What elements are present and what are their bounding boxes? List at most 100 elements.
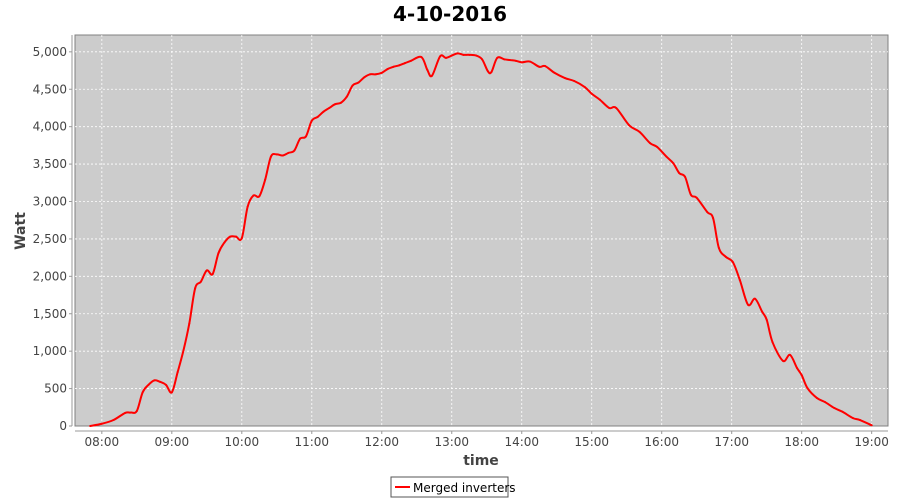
data-point (229, 235, 232, 238)
x-tick-label: 09:00 (155, 435, 190, 449)
y-axis: 0 500 1,000 1,500 2,000 2,500 3,000 3,500 4,000 4… (33, 35, 73, 433)
data-point (420, 56, 423, 59)
x-tick-label: 12:00 (364, 435, 399, 449)
data-point (490, 71, 493, 74)
legend-box (390, 476, 509, 498)
y-tick-label: 500 (44, 382, 67, 396)
data-point (528, 60, 531, 63)
data-point (712, 216, 715, 219)
data-point (164, 383, 167, 386)
data-point (695, 196, 698, 199)
data-point (182, 349, 185, 352)
data-point (316, 115, 319, 118)
y-tick-label: 0 (59, 419, 67, 433)
data-point (496, 56, 499, 59)
x-tick-label: 10:00 (225, 435, 260, 449)
data-point (269, 155, 272, 158)
data-point (475, 54, 478, 57)
y-tick-label: 3,000 (33, 195, 67, 209)
x-tick-label: 16:00 (644, 435, 679, 449)
data-point (339, 101, 342, 104)
data-point (503, 58, 506, 61)
data-point (747, 303, 750, 306)
data-point (782, 359, 785, 362)
data-point (170, 391, 173, 394)
data-point (357, 81, 360, 84)
data-point (398, 64, 401, 67)
data-point (304, 135, 307, 138)
y-tick-label: 1,500 (33, 307, 67, 321)
data-point (199, 280, 202, 283)
data-point (689, 193, 692, 196)
data-point (351, 84, 354, 87)
data-point (275, 153, 278, 156)
grid (75, 35, 888, 426)
data-point (205, 269, 208, 272)
data-point (223, 241, 226, 244)
x-tick-label: 19:00 (854, 435, 889, 449)
data-point (520, 61, 523, 64)
data-point (345, 95, 348, 98)
data-point (112, 419, 115, 422)
data-point (870, 424, 873, 427)
data-point (363, 76, 366, 79)
data-point (665, 155, 668, 158)
data-point (194, 287, 197, 290)
data-point (717, 246, 720, 249)
y-tick-label: 4,000 (33, 120, 67, 134)
data-point (514, 59, 517, 62)
data-point (252, 194, 255, 197)
data-point (380, 71, 383, 74)
data-point (310, 119, 313, 122)
data-point (731, 261, 734, 264)
data-point (678, 172, 681, 175)
data-point (234, 235, 237, 238)
data-point (486, 70, 489, 73)
series-layer (89, 52, 873, 427)
data-point (563, 77, 566, 80)
data-point (392, 65, 395, 68)
legend-label: Merged inverters (413, 481, 516, 495)
data-point (124, 411, 127, 414)
data-point (258, 195, 261, 198)
x-tick-label: 13:00 (434, 435, 469, 449)
data-point (608, 106, 611, 109)
data-point (217, 252, 220, 255)
data-point (544, 65, 547, 68)
data-point (444, 56, 447, 59)
data-point (738, 279, 741, 282)
data-point (841, 410, 844, 413)
data-point (815, 396, 818, 399)
data-point (246, 205, 249, 208)
data-point (374, 73, 377, 76)
data-point (468, 53, 471, 56)
data-point (824, 401, 827, 404)
data-point (153, 379, 156, 382)
data-point (386, 68, 389, 71)
y-tick-label: 4,500 (33, 82, 67, 96)
data-point (656, 145, 659, 148)
x-tick-label: 17:00 (714, 435, 749, 449)
data-point (628, 124, 631, 127)
y-tick-label: 3,500 (33, 157, 67, 171)
data-point (638, 130, 641, 133)
data-point (615, 106, 618, 109)
plot-area (74, 34, 889, 427)
data-point (426, 68, 429, 71)
x-tick-label: 15:00 (574, 435, 609, 449)
data-point (450, 54, 453, 57)
data-point (159, 380, 162, 383)
data-point (833, 407, 836, 410)
data-point (264, 178, 267, 181)
data-point (761, 310, 764, 313)
data-point (806, 387, 809, 390)
data-point (287, 151, 290, 154)
data-point (684, 175, 687, 178)
y-tick-label: 2,000 (33, 269, 67, 283)
data-point (649, 142, 652, 145)
data-point (765, 318, 768, 321)
data-point (404, 62, 407, 65)
data-point (672, 162, 675, 165)
data-point (538, 65, 541, 68)
data-point (573, 80, 576, 83)
